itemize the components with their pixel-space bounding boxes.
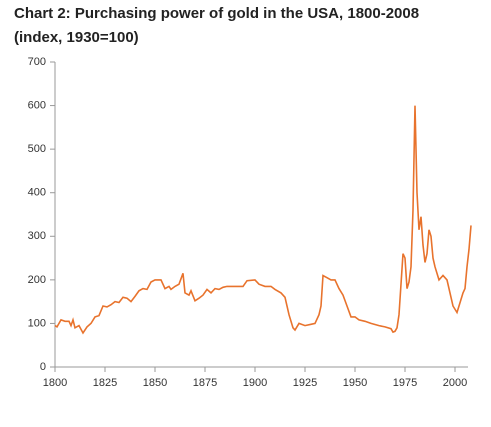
x-tick-label: 1950 (343, 377, 367, 389)
x-tick-label: 1875 (193, 377, 217, 389)
x-tick-label: 1975 (393, 377, 417, 389)
x-tick-label: 1850 (143, 377, 167, 389)
y-tick-label: 100 (28, 317, 46, 329)
y-tick-label: 700 (28, 56, 46, 68)
x-tick-label: 1825 (93, 377, 117, 389)
chart-title: Chart 2: Purchasing power of gold in the… (14, 5, 419, 22)
series-line (54, 105, 472, 335)
y-tick-label: 0 (40, 361, 46, 373)
x-tick-label: 1925 (293, 377, 317, 389)
x-tick-label: 2000 (443, 377, 467, 389)
x-tick-label: 1800 (43, 377, 67, 389)
y-tick-label: 400 (28, 187, 46, 199)
chart-subtitle: (index, 1930=100) (14, 29, 139, 46)
y-tick-label: 500 (28, 143, 46, 155)
x-tick-label: 1900 (243, 377, 267, 389)
y-tick-label: 200 (28, 274, 46, 286)
y-tick-label: 600 (28, 99, 46, 111)
y-tick-label: 300 (28, 230, 46, 242)
